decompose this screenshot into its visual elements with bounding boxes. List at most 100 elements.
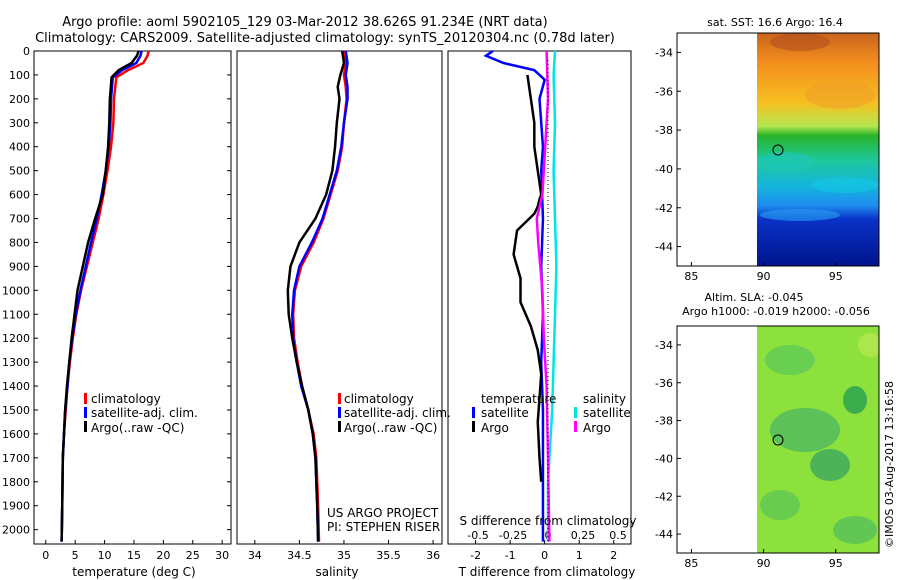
y-tick-label: 1100 [2,308,30,321]
difference-xlabel-top: S difference from climatology [460,514,637,528]
y-tick-label: 1200 [2,332,30,345]
salinity-line-climatology [291,50,348,542]
sla-patch [765,345,815,375]
legend-label-argo: Argo(..raw -QC) [91,421,184,435]
figure-title-line2: Climatology: CARS2009. Satellite-adjuste… [35,31,615,46]
x-tick-label: 10 [98,549,112,562]
x-tick-label: 34.5 [287,549,312,562]
salinity-line-satellite-adj-clim- [291,50,349,542]
salinity-panel [236,50,443,545]
sla-map-border [676,325,880,554]
map-y-tick-label: -40 [655,452,673,465]
y-tick-label: 0 [23,45,30,58]
map-y-tick-label: -36 [655,85,673,98]
x-tick-label: -1 [505,549,516,562]
y-tick-label: 300 [9,117,30,130]
difference-line-t-satellite [483,49,547,542]
x-tick-label: 25 [186,549,200,562]
sla-map-title-line2: Argo h1000: -0.019 h2000: -0.056 [682,305,870,318]
x-tick-label: 5 [72,549,79,562]
difference-line-s-satellite [546,50,558,542]
salinity-series [286,50,349,542]
difference-panel [447,50,632,545]
difference-line-t-argo [512,74,543,482]
temperature-line-argo [60,50,140,542]
map-x-tick-label: 90 [757,557,771,570]
y-tick-label: 700 [9,213,30,226]
legend-swatch-climatology [338,393,341,404]
y-tick-label: 1000 [2,284,30,297]
map-y-tick-label: -40 [655,163,673,176]
legend-label-s-satellite: satellite [583,406,631,420]
s-tick-label: -0.5 [467,529,488,542]
sla-patch [760,490,800,520]
s-tick-label: -0.25 [499,529,527,542]
sst-patch [805,81,875,109]
map-y-tick-label: -42 [655,202,673,215]
sst-map: 85 90 95 -34 -36 -38 -40 -42 -44 [655,32,880,283]
map-y-tick-label: -38 [655,124,673,137]
legend-swatch-satellite [338,407,341,418]
y-tick-label: 800 [9,236,30,249]
difference-line-s-argo [535,50,551,542]
sla-map: 85 90 95 -34 -36 -38 -40 -42 -44 [655,325,880,570]
legend-swatch-t-satellite [472,407,475,418]
difference-axis: -2 -1 0 1 2-0.5 -0.25 0 0.25 0.5 [467,529,626,562]
legend-title-salinity: salinity [583,392,626,406]
salinity-axis: 34 34.5 35 35.5 36 [248,540,440,562]
map-x-tick-label: 95 [829,270,843,283]
map-y-tick-label: -36 [655,377,673,390]
map-x-tick-label: 95 [829,557,843,570]
map-x-tick-label: 90 [757,270,771,283]
salinity-xlabel: salinity [315,565,358,579]
temperature-axis: 0100200300400500600700800900100011001200… [2,45,231,562]
map-y-tick-label: -34 [655,339,673,352]
x-tick-label: 2 [610,549,617,562]
y-tick-label: 1300 [2,356,30,369]
sla-patch [770,408,840,452]
legend-label-t-satellite: satellite [481,406,529,420]
legend-label-argo: Argo(..raw -QC) [344,421,437,435]
y-tick-label: 100 [9,69,30,82]
y-tick-label: 1400 [2,380,30,393]
temperature-line-climatology [60,50,150,542]
sla-patch [833,516,877,544]
difference-xlabel: T difference from climatology [458,565,636,579]
y-tick-label: 1700 [2,452,30,465]
sst-map-axes: 85 90 95 -34 -36 -38 -40 -42 -44 [655,46,843,283]
legend-swatch-satellite [84,407,87,418]
y-tick-label: 400 [9,141,30,154]
legend-label-satellite: satellite-adj. clim. [91,406,198,420]
sst-texture [757,33,879,221]
difference-legend: temperature salinity satellite Argo sate… [472,392,631,435]
legend-label-climatology: climatology [344,392,414,406]
legend-swatch-t-argo [472,421,475,432]
legend-swatch-argo [338,421,341,432]
difference-series [483,49,558,542]
sla-patch [810,449,850,481]
temperature-legend: climatology satellite-adj. clim. Argo(..… [84,392,198,435]
legend-swatch-s-argo [574,421,577,432]
legend-swatch-climatology [84,393,87,404]
sla-texture [760,333,879,544]
sst-patch [760,209,840,221]
x-tick-label: 35.5 [376,549,401,562]
x-tick-label: 30 [215,549,229,562]
y-tick-label: 600 [9,189,30,202]
x-tick-label: 34 [248,549,262,562]
x-tick-label: 15 [127,549,141,562]
temperature-line-satellite-adj-clim- [60,50,143,542]
map-y-tick-label: -44 [655,241,673,254]
temperature-xlabel: temperature (deg C) [72,565,195,579]
sla-patch [858,333,879,357]
imos-stamp: ©IMOS 03-Aug-2017 13:16:58 [883,381,896,548]
legend-label-climatology: climatology [91,392,161,406]
legend-label-t-argo: Argo [481,421,509,435]
y-tick-label: 1500 [2,404,30,417]
map-x-tick-label: 85 [684,557,698,570]
x-tick-label: 0 [42,549,49,562]
sst-patch [811,177,879,193]
salinity-legend: climatology satellite-adj. clim. Argo(..… [327,392,451,534]
y-tick-label: 1600 [2,428,30,441]
temperature-panel [33,50,232,545]
